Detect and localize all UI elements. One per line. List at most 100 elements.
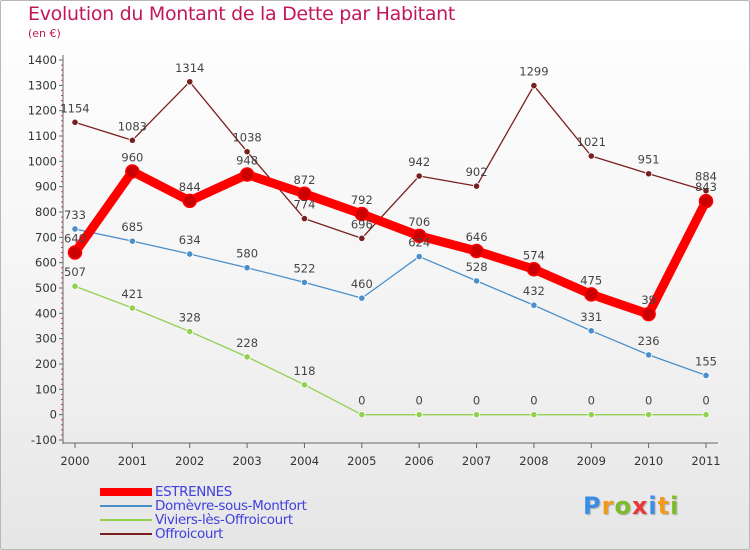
data-label-estrennes: 948 bbox=[236, 154, 258, 168]
data-point-offroicourt bbox=[300, 214, 309, 223]
logo-letter: x bbox=[631, 492, 649, 520]
x-tick-label: 2009 bbox=[577, 454, 606, 468]
x-tick-label: 2011 bbox=[691, 454, 720, 468]
legend-label: ESTRENNES bbox=[155, 484, 232, 500]
data-label-domevre-sous-montfort: 522 bbox=[293, 261, 315, 275]
chart-legend: ESTRENNES Domèvre-sous-Montfort Viviers-lè… bbox=[100, 485, 307, 541]
data-label-viviers-les-offroicourt: 328 bbox=[179, 311, 201, 325]
data-label-offroicourt: 1314 bbox=[175, 61, 204, 75]
x-tick-label: 2000 bbox=[60, 454, 89, 468]
data-label-domevre-sous-montfort: 432 bbox=[523, 284, 545, 298]
data-point-estrennes bbox=[469, 243, 484, 259]
data-label-viviers-les-offroicourt: 0 bbox=[530, 394, 537, 408]
logo-letter: t bbox=[657, 492, 671, 520]
data-point-offroicourt bbox=[243, 148, 251, 156]
x-tick-label: 2003 bbox=[232, 454, 261, 468]
x-tick-label: 2004 bbox=[290, 454, 319, 468]
data-label-viviers-les-offroicourt: 421 bbox=[121, 287, 143, 301]
y-tick-label: 400 bbox=[35, 306, 57, 320]
data-label-estrennes: 475 bbox=[580, 273, 602, 287]
data-point-viviers-les-offroicourt bbox=[645, 411, 653, 419]
data-point-domevre-sous-montfort bbox=[358, 294, 366, 302]
data-point-offroicourt bbox=[186, 78, 194, 86]
data-label-estrennes: 960 bbox=[121, 150, 143, 164]
data-label-estrennes: 39 bbox=[641, 293, 656, 307]
legend-item-offroicourt: Offroicourt bbox=[100, 527, 307, 541]
data-label-viviers-les-offroicourt: 0 bbox=[358, 394, 365, 408]
y-tick-label: 100 bbox=[35, 382, 57, 396]
data-point-viviers-les-offroicourt bbox=[243, 353, 251, 361]
y-tick-label: 900 bbox=[35, 180, 57, 194]
logo-letter: i bbox=[648, 492, 658, 520]
data-point-offroicourt bbox=[128, 136, 136, 144]
data-label-viviers-les-offroicourt: 0 bbox=[473, 394, 480, 408]
data-point-estrennes bbox=[239, 167, 255, 182]
data-point-offroicourt bbox=[645, 170, 653, 178]
data-point-domevre-sous-montfort bbox=[702, 371, 710, 379]
data-label-domevre-sous-montfort: 155 bbox=[695, 354, 717, 368]
y-tick-label: 0 bbox=[50, 408, 57, 422]
logo-letter: r bbox=[601, 492, 615, 520]
data-label-estrennes: 640 bbox=[64, 232, 86, 246]
data-point-domevre-sous-montfort bbox=[186, 250, 194, 258]
data-label-domevre-sous-montfort: 460 bbox=[351, 277, 373, 291]
y-tick-label: 1300 bbox=[28, 78, 57, 92]
data-label-domevre-sous-montfort: 733 bbox=[64, 208, 86, 222]
data-label-domevre-sous-montfort: 624 bbox=[408, 236, 430, 250]
data-point-offroicourt bbox=[358, 234, 366, 242]
data-point-domevre-sous-montfort bbox=[645, 351, 653, 359]
data-point-viviers-les-offroicourt bbox=[128, 304, 136, 312]
data-label-offroicourt: 902 bbox=[466, 165, 488, 179]
y-tick-label: 1100 bbox=[28, 129, 57, 143]
data-label-estrennes: 844 bbox=[179, 180, 201, 194]
series-line-offroicourt bbox=[74, 81, 707, 239]
data-label-estrennes: 646 bbox=[466, 230, 488, 244]
data-point-viviers-les-offroicourt bbox=[186, 327, 194, 336]
series-line-domevre-sous-montfort bbox=[74, 228, 707, 377]
data-point-offroicourt bbox=[587, 152, 595, 160]
data-label-domevre-sous-montfort: 580 bbox=[236, 247, 258, 261]
data-point-estrennes bbox=[182, 193, 197, 209]
legend-swatch bbox=[100, 505, 152, 507]
legend-item-estrennes: ESTRENNES bbox=[100, 485, 307, 499]
data-point-domevre-sous-montfort bbox=[530, 301, 538, 309]
logo-letter: o bbox=[614, 492, 632, 520]
logo-letter: P bbox=[583, 492, 602, 520]
data-label-domevre-sous-montfort: 236 bbox=[638, 334, 660, 348]
data-point-estrennes bbox=[584, 287, 599, 302]
data-label-offroicourt: 1021 bbox=[577, 135, 606, 149]
data-label-offroicourt: 1299 bbox=[519, 65, 548, 79]
data-point-estrennes bbox=[297, 186, 312, 202]
data-point-offroicourt bbox=[415, 172, 423, 180]
x-tick-label: 2010 bbox=[634, 454, 663, 468]
data-label-viviers-les-offroicourt: 0 bbox=[588, 394, 595, 408]
x-tick-label: 2007 bbox=[462, 454, 491, 468]
data-label-domevre-sous-montfort: 528 bbox=[466, 260, 488, 274]
proxiti-logo: Proxiti bbox=[583, 492, 679, 520]
data-label-estrennes: 706 bbox=[408, 215, 430, 229]
data-point-estrennes bbox=[354, 206, 370, 222]
data-point-estrennes bbox=[698, 193, 714, 209]
chart-title: Evolution du Montant de la Dette par Hab… bbox=[28, 3, 456, 25]
chart-subtitle: (en €) bbox=[28, 27, 61, 40]
data-point-offroicourt bbox=[71, 118, 79, 126]
x-tick-label: 2005 bbox=[347, 454, 376, 468]
data-point-estrennes bbox=[67, 245, 83, 260]
data-point-estrennes bbox=[411, 228, 427, 244]
data-point-offroicourt bbox=[530, 81, 538, 90]
data-label-offroicourt: 774 bbox=[293, 198, 315, 212]
x-tick-label: 2008 bbox=[519, 454, 548, 468]
line-chart: -100010020030040050060070080090010001100… bbox=[28, 53, 721, 468]
y-tick-label: 600 bbox=[35, 256, 57, 270]
legend-item-viviers-les-offroicourt: Viviers-lès-Offroicourt bbox=[100, 513, 307, 527]
legend-swatch bbox=[100, 488, 152, 496]
data-label-offroicourt: 1038 bbox=[232, 131, 261, 145]
data-point-viviers-les-offroicourt bbox=[415, 411, 423, 419]
legend-swatch bbox=[100, 533, 152, 535]
data-label-domevre-sous-montfort: 634 bbox=[179, 233, 201, 247]
data-label-estrennes: 574 bbox=[523, 248, 545, 262]
data-label-offroicourt: 1154 bbox=[60, 101, 89, 115]
data-label-viviers-les-offroicourt: 507 bbox=[64, 265, 86, 279]
data-point-viviers-les-offroicourt bbox=[358, 411, 366, 419]
data-label-viviers-les-offroicourt: 0 bbox=[416, 394, 423, 408]
